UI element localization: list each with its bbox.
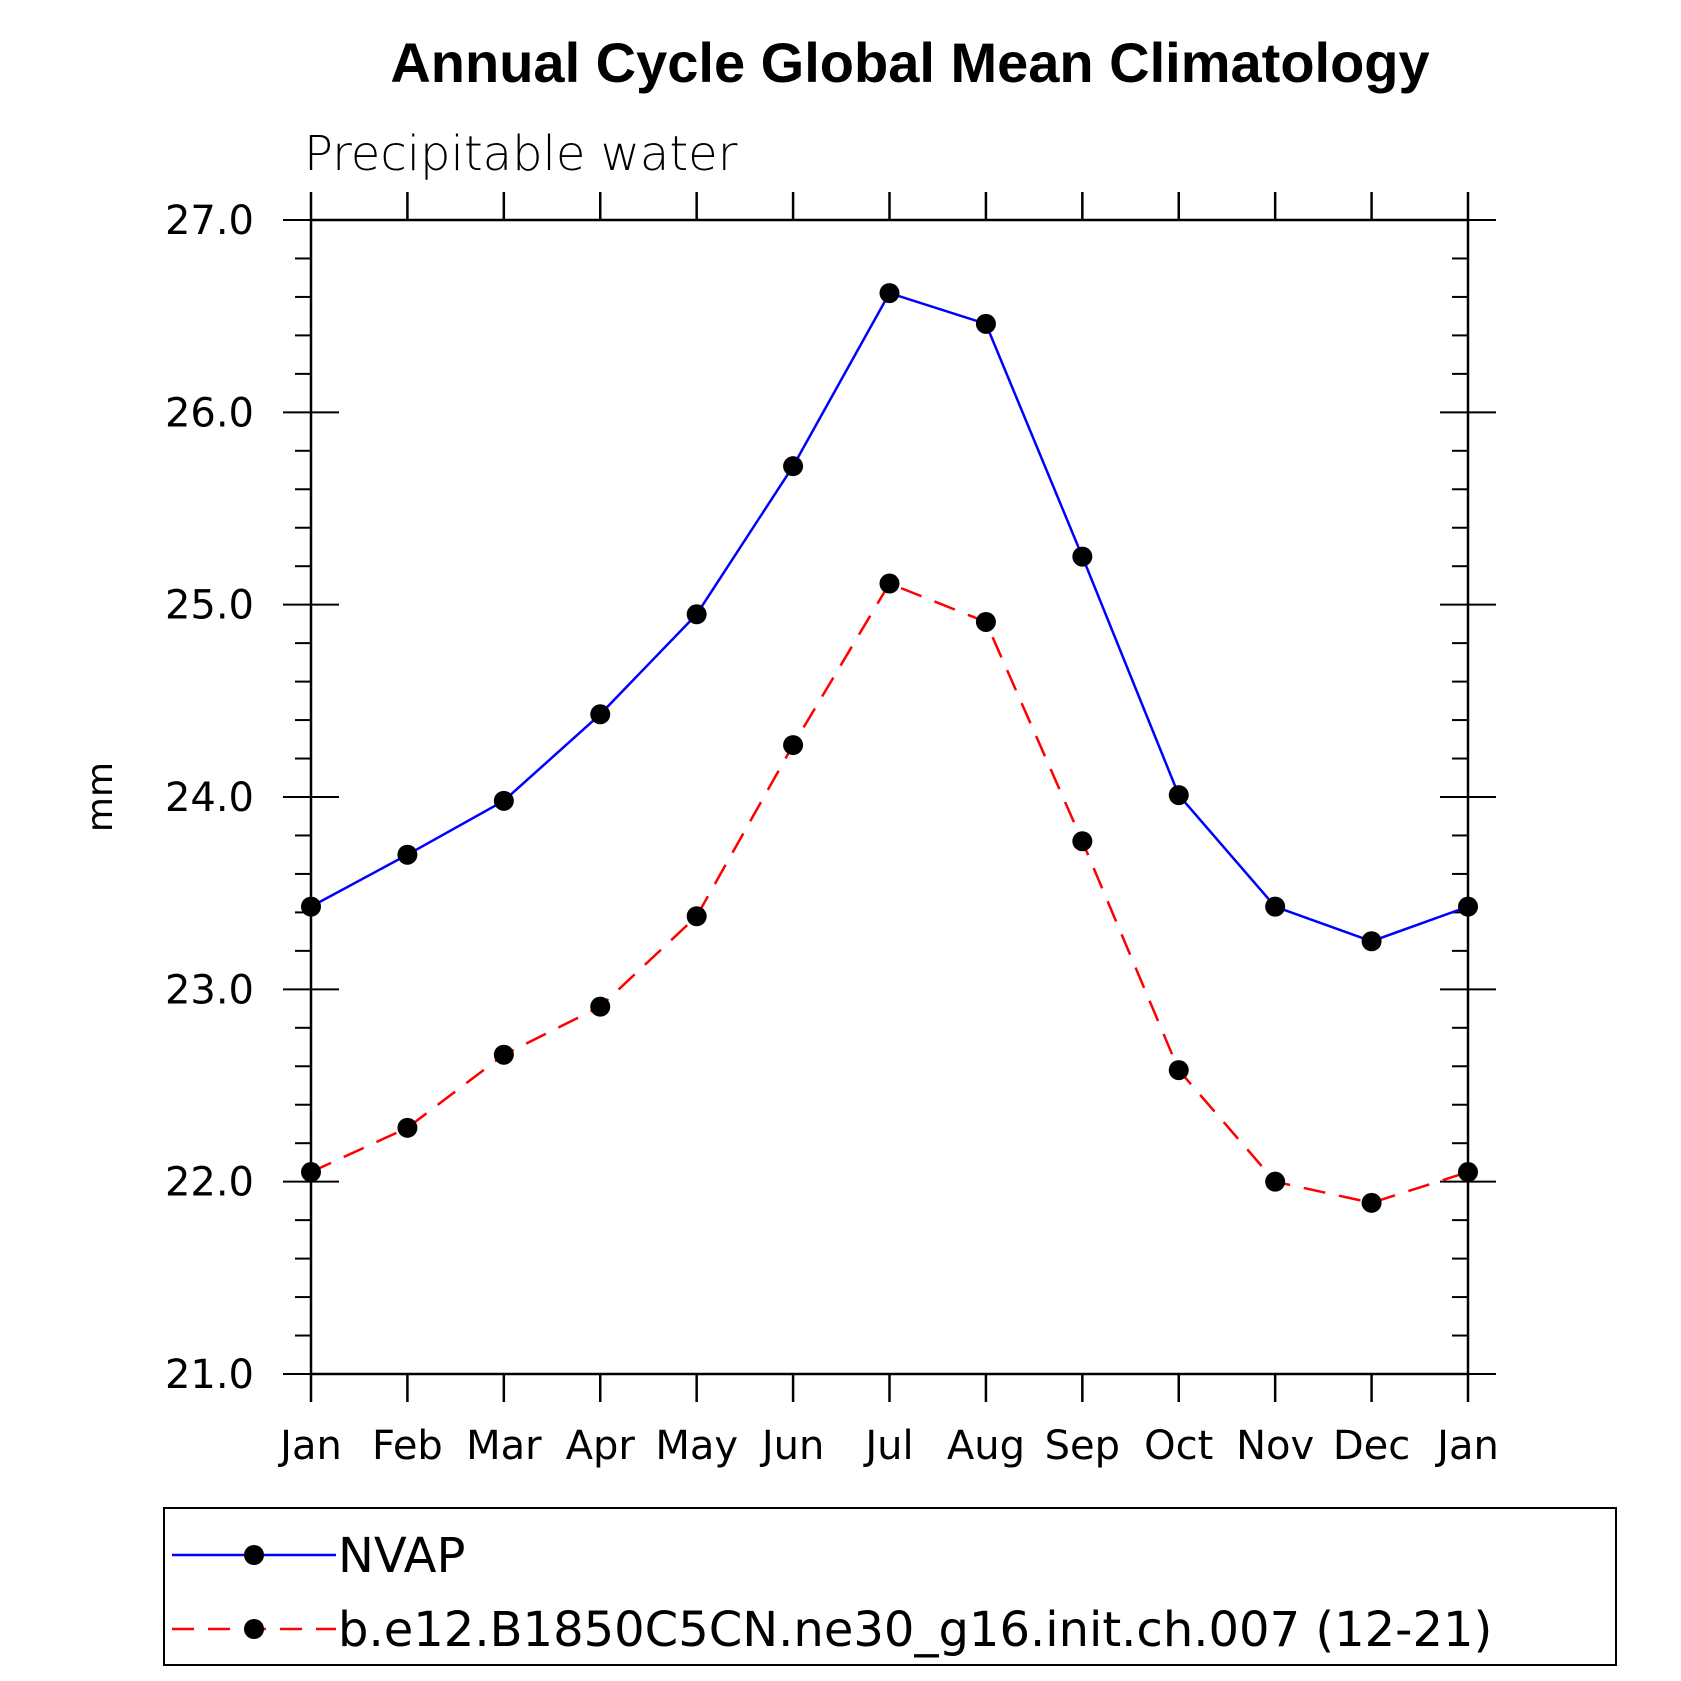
y-tick-labels: 21.0 22.0 23.0 24.0 25.0 26.0 27.0 bbox=[165, 198, 254, 1398]
series-0-point bbox=[686, 604, 707, 625]
series-1-point bbox=[1361, 1192, 1382, 1213]
x-tick-label: Jun bbox=[759, 1423, 825, 1469]
series-1-point bbox=[879, 573, 900, 594]
chart-subtitle: Precipitable water bbox=[304, 126, 738, 182]
series-0-point bbox=[975, 313, 996, 334]
series-0-point bbox=[590, 704, 611, 725]
plot-frame bbox=[309, 218, 1470, 1376]
y-tick-label: 21.0 bbox=[165, 1352, 254, 1398]
x-tick-labels: Jan Feb Mar Apr May Jun Jul Aug Sep Oct Nov Dec Jan bbox=[277, 1423, 1499, 1469]
series-0-point bbox=[783, 456, 804, 477]
y-tick-label: 27.0 bbox=[165, 198, 254, 244]
series-0-point bbox=[1265, 896, 1286, 917]
series-1-point bbox=[1265, 1171, 1286, 1192]
series-1-point bbox=[1458, 1162, 1478, 1183]
x-tick-label: Nov bbox=[1236, 1423, 1314, 1469]
series-1-point bbox=[1168, 1060, 1189, 1081]
x-tick-label: Aug bbox=[947, 1423, 1025, 1469]
series-1-point bbox=[686, 906, 707, 927]
x-tick-label: Jul bbox=[862, 1423, 913, 1469]
series-1-point bbox=[1072, 831, 1093, 852]
series-0-point bbox=[397, 844, 418, 865]
series-line-1 bbox=[310, 581, 1469, 1205]
y-tick-label: 22.0 bbox=[165, 1160, 254, 1206]
chart-title: Annual Cycle Global Mean Climatology bbox=[390, 31, 1429, 94]
x-tick-label: May bbox=[655, 1423, 738, 1469]
series-0-point bbox=[879, 283, 900, 304]
x-tick-label: Dec bbox=[1333, 1423, 1410, 1469]
legend-box bbox=[163, 1507, 1617, 1666]
x-tick-label: Feb bbox=[372, 1423, 443, 1469]
legend-marker-model bbox=[244, 1619, 264, 1639]
series-line-0 bbox=[310, 291, 1469, 943]
series-layer bbox=[301, 283, 1478, 1213]
series-1-point bbox=[590, 996, 611, 1017]
y-tick-label: 25.0 bbox=[165, 583, 254, 629]
series-0-point bbox=[493, 790, 514, 811]
series-1-point bbox=[975, 611, 996, 632]
y-tick-label: 26.0 bbox=[165, 390, 254, 436]
series-0-point bbox=[1168, 785, 1189, 806]
legend-marker-nvap bbox=[244, 1545, 264, 1565]
legend-label-nvap: NVAP bbox=[338, 1528, 465, 1584]
x-tick-label: Jan bbox=[277, 1423, 342, 1469]
y-tick-label: 24.0 bbox=[165, 775, 254, 821]
x-tick-label: Mar bbox=[466, 1423, 542, 1469]
series-1-point bbox=[783, 735, 804, 756]
series-0-point bbox=[1361, 931, 1382, 952]
legend-label-model: b.e12.B1850C5CN.ne30_g16.init.ch.007 (12… bbox=[338, 1602, 1492, 1658]
series-0-point bbox=[301, 896, 321, 917]
series-0-point bbox=[1458, 896, 1478, 917]
x-tick-label: Apr bbox=[566, 1423, 636, 1469]
y-tick-label: 23.0 bbox=[165, 967, 254, 1013]
series-1-point bbox=[397, 1117, 418, 1138]
legend: NVAP b.e12.B1850C5CN.ne30_g16.init.ch.00… bbox=[163, 1507, 1617, 1666]
x-tick-label: Jan bbox=[1434, 1423, 1499, 1469]
x-tick-label: Oct bbox=[1144, 1423, 1213, 1469]
series-0-point bbox=[1072, 546, 1093, 567]
x-tick-label: Sep bbox=[1045, 1423, 1120, 1469]
y-axis-label: mm bbox=[80, 762, 121, 832]
plot-axes bbox=[283, 192, 1496, 1402]
series-1-point bbox=[493, 1044, 514, 1065]
series-1-point bbox=[301, 1162, 321, 1183]
